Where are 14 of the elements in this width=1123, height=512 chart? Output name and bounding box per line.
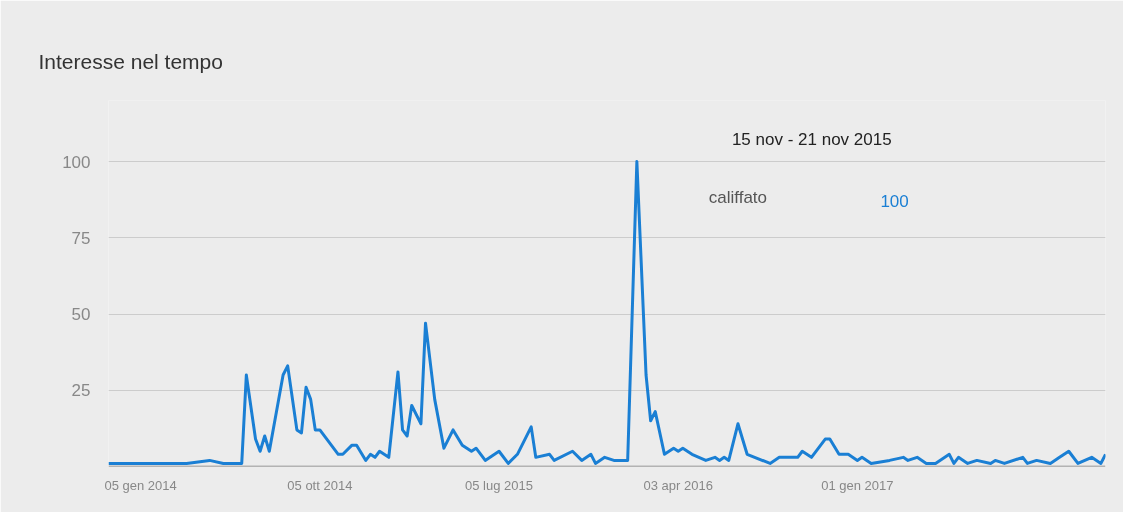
y-tick-label: 75 [71, 228, 91, 248]
x-tick-label: 05 gen 2014 [104, 477, 177, 493]
x-tick-label: 03 apr 2016 [643, 477, 713, 493]
x-tick-label: 01 gen 2017 [821, 477, 894, 493]
text: califfato [708, 187, 768, 207]
y-tick-label: 50 [71, 305, 91, 324]
y-tick-label: 25 [71, 381, 91, 401]
x-tick-label: 05 lug 2015 [465, 477, 534, 493]
annotation: 100 [880, 191, 909, 211]
annotation: 15 nov - 21 nov 2015 [731, 129, 892, 149]
line-series [108, 160, 1106, 465]
x-tick-label: 05 ott 2014 [287, 477, 353, 493]
chart-title: Interesse nel tempo [38, 49, 223, 73]
y-tick-label: 100 [62, 152, 91, 172]
